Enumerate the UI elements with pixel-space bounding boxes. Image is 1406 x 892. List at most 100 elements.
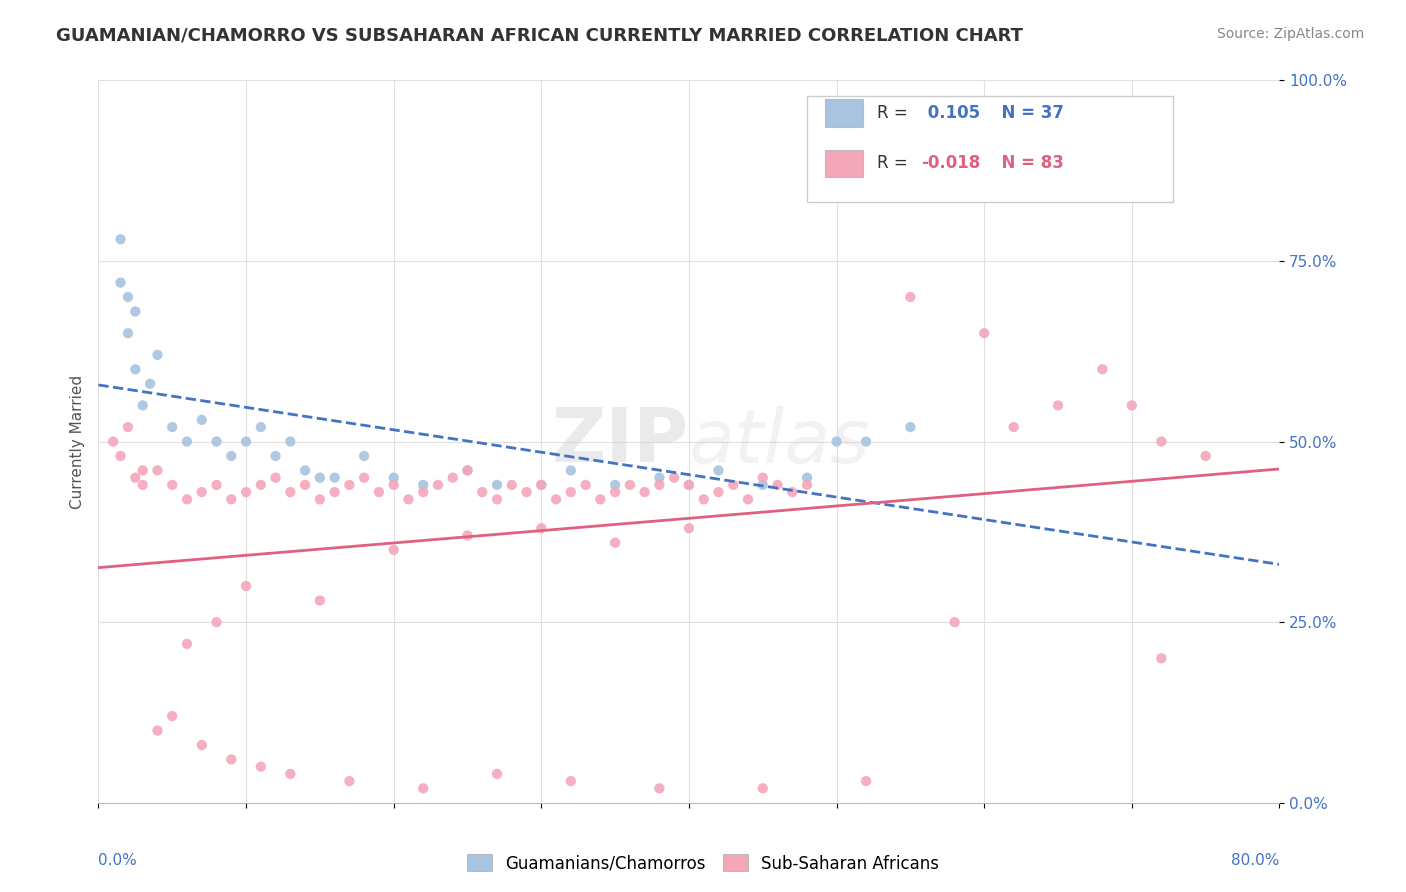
Point (678, 478, 700, 492)
Point (501, 478, 523, 492)
Text: 0.105: 0.105 (921, 103, 980, 122)
Point (309, 593, 332, 607)
Point (1046, 398, 1070, 412)
Point (782, 485, 804, 500)
Text: ZIP: ZIP (551, 405, 689, 478)
Point (766, 478, 789, 492)
Legend: Guamanians/Chamorros, Sub-Saharan Africans: Guamanians/Chamorros, Sub-Saharan Africa… (460, 847, 946, 880)
Point (546, 492, 568, 507)
Point (900, 290, 922, 304)
Point (146, 348, 169, 362)
Point (280, 434, 302, 449)
Point (110, 276, 132, 290)
Point (648, 470, 671, 484)
Point (1150, 651, 1173, 665)
FancyBboxPatch shape (825, 99, 862, 127)
Point (323, 485, 346, 500)
Point (752, 478, 775, 492)
Point (250, 760, 273, 774)
Point (560, 485, 582, 500)
Point (280, 485, 302, 500)
Point (634, 485, 657, 500)
Point (457, 463, 479, 477)
Point (560, 774, 582, 789)
Point (619, 478, 641, 492)
Text: R =: R = (877, 103, 912, 122)
Point (486, 478, 509, 492)
Point (132, 463, 155, 477)
Point (339, 774, 361, 789)
Point (162, 478, 183, 492)
Text: N = 37: N = 37 (990, 103, 1064, 122)
Point (648, 478, 671, 492)
Point (176, 637, 198, 651)
Point (796, 470, 818, 484)
Text: 0.0%: 0.0% (98, 854, 138, 869)
Point (382, 542, 405, 557)
Point (1091, 362, 1114, 376)
Point (146, 723, 169, 738)
Point (221, 752, 243, 766)
Point (486, 767, 509, 781)
Point (353, 449, 375, 463)
Point (457, 463, 479, 477)
Point (309, 492, 332, 507)
Text: R =: R = (877, 154, 912, 172)
Point (368, 485, 391, 500)
Text: -0.018: -0.018 (921, 154, 981, 172)
Point (530, 521, 553, 535)
Point (339, 478, 361, 492)
Point (176, 492, 198, 507)
Point (796, 478, 818, 492)
Point (162, 709, 183, 723)
Point (707, 463, 730, 477)
Point (205, 615, 228, 630)
Point (530, 478, 553, 492)
Point (457, 528, 479, 542)
Point (176, 434, 198, 449)
Point (737, 492, 759, 507)
Point (162, 420, 183, 434)
FancyBboxPatch shape (807, 96, 1173, 202)
Point (412, 478, 434, 492)
Point (530, 478, 553, 492)
Point (250, 420, 273, 434)
Point (309, 470, 332, 484)
Point (139, 376, 162, 391)
Point (943, 615, 966, 630)
Point (1002, 420, 1025, 434)
Point (110, 232, 132, 246)
Point (1150, 434, 1173, 449)
Point (235, 434, 257, 449)
Point (205, 434, 228, 449)
Point (486, 492, 509, 507)
Point (589, 492, 612, 507)
Point (191, 485, 214, 500)
Point (973, 326, 995, 340)
Point (205, 478, 228, 492)
Point (146, 463, 169, 477)
Point (855, 774, 877, 789)
Point (323, 470, 346, 484)
Point (294, 478, 316, 492)
Point (693, 492, 716, 507)
Point (132, 398, 155, 412)
Point (294, 463, 316, 477)
Point (382, 478, 405, 492)
Point (575, 478, 598, 492)
Point (825, 434, 848, 449)
Point (441, 470, 464, 484)
Point (280, 767, 302, 781)
Point (707, 485, 730, 500)
Point (264, 449, 287, 463)
Point (471, 485, 494, 500)
Point (605, 535, 627, 549)
Point (752, 470, 775, 484)
Text: GUAMANIAN/CHAMORRO VS SUBSAHARAN AFRICAN CURRENTLY MARRIED CORRELATION CHART: GUAMANIAN/CHAMORRO VS SUBSAHARAN AFRICAN… (56, 27, 1024, 45)
Point (427, 478, 450, 492)
Point (516, 485, 538, 500)
Point (752, 781, 775, 796)
Point (605, 485, 627, 500)
Text: 80.0%: 80.0% (1232, 854, 1279, 869)
Point (605, 478, 627, 492)
